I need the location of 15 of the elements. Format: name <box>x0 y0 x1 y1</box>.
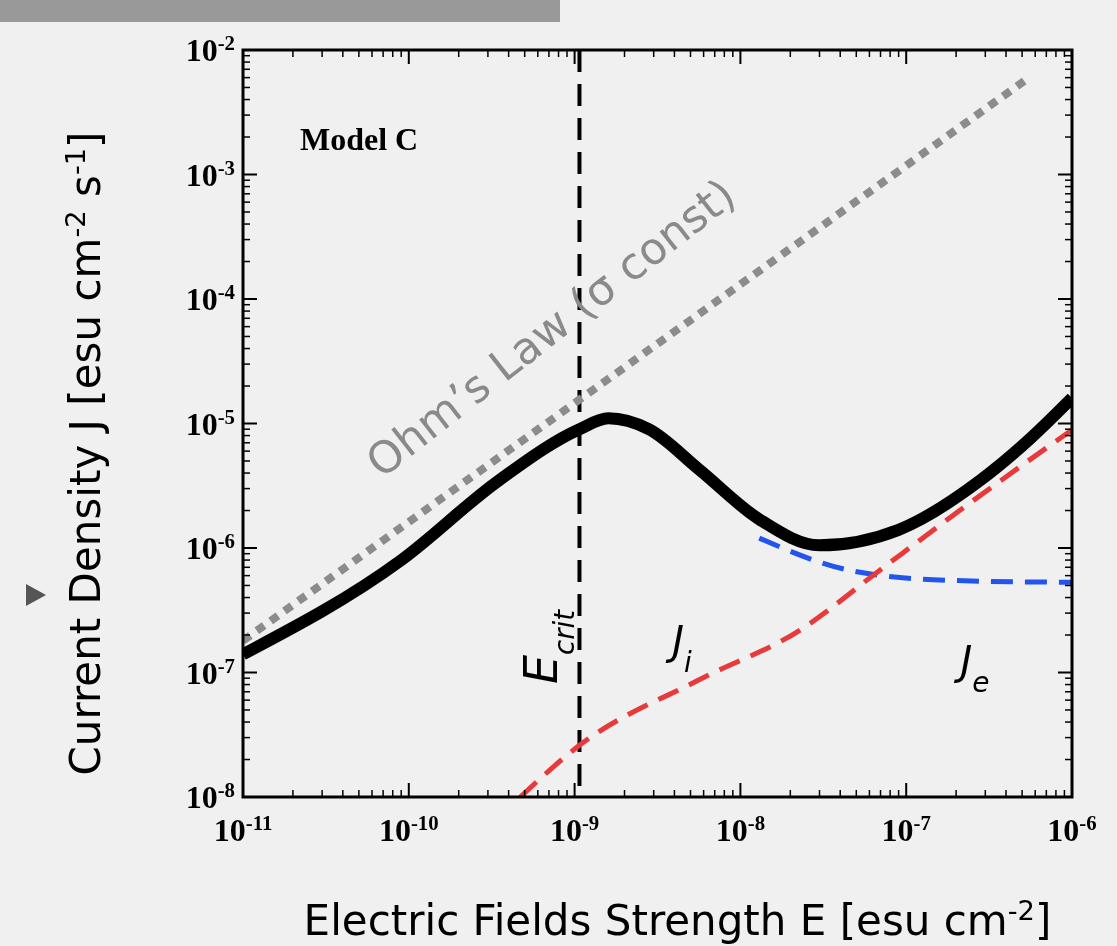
x-tick-label: 10$^{-8}$ <box>715 810 766 848</box>
x-tick-label: 10$^{-9}$ <box>549 810 600 848</box>
y-tick-label: 10$^{-6}$ <box>185 528 235 566</box>
y-tick-label: 10$^{-5}$ <box>185 404 235 442</box>
annotation: J$_{i}$ <box>665 618 693 679</box>
y-tick-label: 10$^{-3}$ <box>185 155 235 193</box>
x-tick-label: 10$^{-7}$ <box>881 810 931 848</box>
x-axis-title: Electric Fields Strength E [esu cm$^{-2}$] <box>303 894 1052 945</box>
annotation: J$_{e}$ <box>953 638 990 699</box>
y-tick-label: 10$^{-7}$ <box>185 653 235 691</box>
x-tick-label: 10$^{-6}$ <box>1047 810 1097 848</box>
y-tick-label: 10$^{-4}$ <box>185 279 236 317</box>
annotation: Model C <box>300 121 419 157</box>
x-tick-label: 10$^{-10}$ <box>378 810 439 848</box>
y-tick-label: 10$^{-2}$ <box>185 30 235 68</box>
